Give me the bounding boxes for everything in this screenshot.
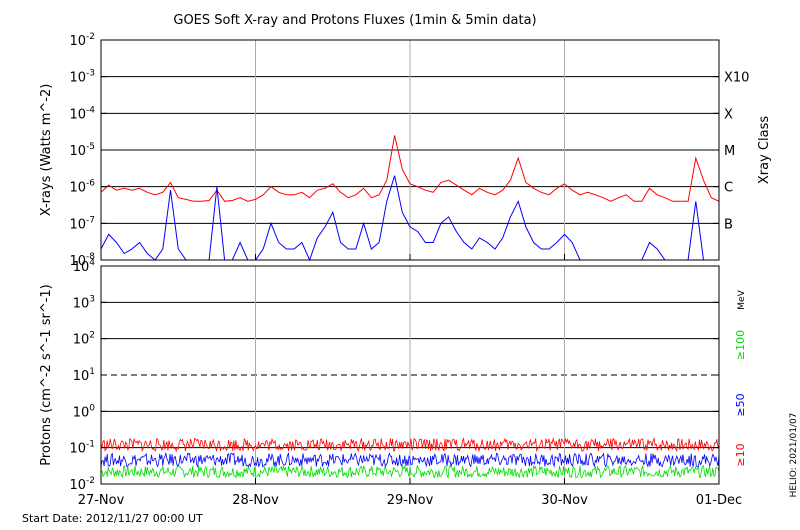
xray-class-label: X xyxy=(724,107,733,122)
xray-y-tick-label: 10-5 xyxy=(69,142,95,159)
x-tick-label: 29-Nov xyxy=(387,493,434,508)
xray-class-label: M xyxy=(724,144,735,159)
proton-y-tick-label: 103 xyxy=(73,294,95,311)
x-tick-label: 28-Nov xyxy=(232,493,279,508)
xray-y-tick-label: 10-8 xyxy=(69,252,95,269)
proton-series-line xyxy=(100,437,720,453)
xray-panel: 10-8 10-7 10-6 10-5 10-4 10-3 10-2 X10 X M C B X-r… xyxy=(39,32,772,269)
xray-y-axis-label: X-rays (Watts m^-2) xyxy=(39,84,54,217)
proton-legend-label: ≥10 xyxy=(734,443,747,466)
credit-label: HELIO: 2021/01/07 xyxy=(789,413,799,498)
proton-y-tick-label: 10-1 xyxy=(69,440,95,457)
proton-y-axis-label: Protons (cm^-2 s^-1 sr^-1) xyxy=(39,284,54,466)
x-tick-label: 01-Dec xyxy=(696,493,742,508)
xray-class-axis-label: Xray Class xyxy=(757,116,772,184)
proton-series-line xyxy=(100,464,720,480)
proton-y-tick-label: 10-2 xyxy=(69,476,95,493)
start-date-label: Start Date: 2012/11/27 00:00 UT xyxy=(22,512,203,525)
xray-long-series-line xyxy=(100,135,720,202)
xray-y-tick-label: 10-4 xyxy=(69,105,95,122)
proton-panel: 10-2 10-1 100 101 102 103 104 27-Nov 28-Nov 29-N… xyxy=(39,254,747,508)
xray-class-label: C xyxy=(724,181,733,196)
xray-y-tick-label: 10-2 xyxy=(69,32,95,49)
proton-y-tick-label: 100 xyxy=(73,403,96,420)
xray-y-tick-label: 10-6 xyxy=(69,179,95,196)
proton-y-tick-label: 104 xyxy=(73,258,96,275)
proton-y-tick-label: 101 xyxy=(73,367,95,384)
xray-y-tick-label: 10-3 xyxy=(69,69,95,86)
xray-class-label: B xyxy=(724,217,733,232)
proton-unit-label: MeV xyxy=(737,289,747,309)
x-tick-label: 30-Nov xyxy=(541,493,588,508)
proton-series-line xyxy=(100,451,720,468)
proton-legend-label: ≥100 xyxy=(734,330,747,360)
xray-class-label: X10 xyxy=(724,71,749,86)
xray-y-tick-label: 10-7 xyxy=(69,215,95,232)
x-tick-label: 27-Nov xyxy=(78,493,125,508)
proton-legend-label: ≥50 xyxy=(734,393,747,416)
chart-title: GOES Soft X-ray and Protons Fluxes (1min… xyxy=(173,13,536,28)
proton-y-tick-label: 102 xyxy=(73,331,95,348)
